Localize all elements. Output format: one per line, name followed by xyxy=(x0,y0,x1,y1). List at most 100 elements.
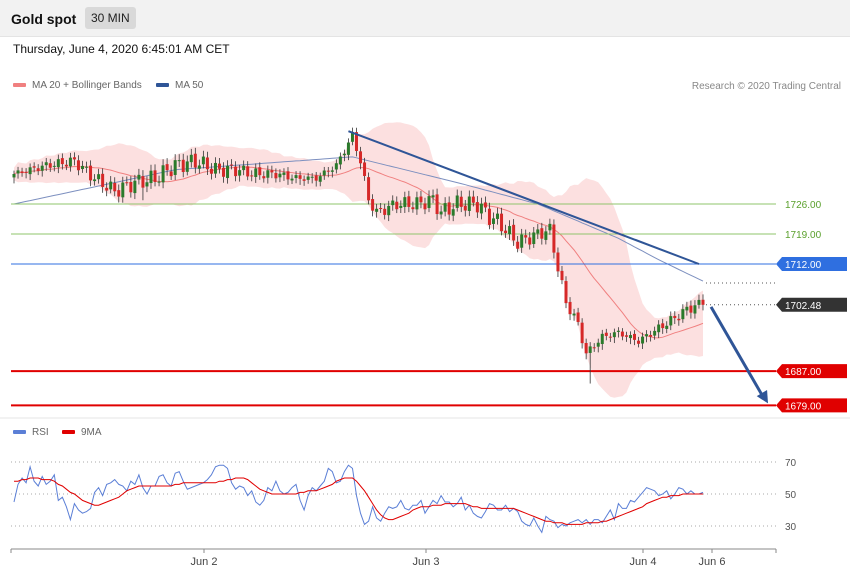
candle-body xyxy=(544,231,548,240)
candle-body xyxy=(310,176,314,178)
candle-body xyxy=(548,223,552,231)
candle-body xyxy=(125,182,129,184)
candle-body xyxy=(266,170,270,178)
candle-body xyxy=(314,175,318,181)
candle-body xyxy=(641,336,645,344)
candle-body xyxy=(294,175,298,179)
timestamp: Thursday, June 4, 2020 6:45:01 AM CET xyxy=(13,42,230,56)
x-tick-label: Jun 3 xyxy=(413,556,440,568)
candle-body xyxy=(101,173,105,187)
candle-body xyxy=(113,182,117,192)
bollinger-band-area xyxy=(14,122,703,398)
candle-body xyxy=(657,324,661,333)
candle-body xyxy=(504,230,508,234)
level-tag-1712.00 xyxy=(776,257,847,271)
candle-body xyxy=(129,181,133,193)
candle-body xyxy=(431,195,435,198)
candle-body xyxy=(685,306,689,311)
candle-body xyxy=(479,203,483,214)
candle-body xyxy=(149,170,153,184)
candle-body xyxy=(459,196,463,207)
candle-body xyxy=(109,181,113,190)
candle-body xyxy=(48,163,52,168)
candle-body xyxy=(40,165,44,171)
candle-body xyxy=(399,205,403,208)
candle-body xyxy=(649,334,653,337)
candle-body xyxy=(620,331,624,337)
candle-body xyxy=(371,199,375,211)
rsi-tick-label: 30 xyxy=(785,522,797,533)
candle-body xyxy=(298,175,302,179)
candle-body xyxy=(52,165,56,167)
candle-body xyxy=(189,154,193,163)
candle-body xyxy=(270,170,274,173)
candle-body xyxy=(496,213,500,219)
candle-body xyxy=(379,208,383,210)
candle-body xyxy=(612,332,616,338)
candle-body xyxy=(89,165,93,181)
timeframe-badge[interactable]: 30 MIN xyxy=(85,7,136,29)
candle-body xyxy=(508,226,512,235)
rsi-tick-label: 50 xyxy=(785,490,797,501)
x-tick-label: Jun 2 xyxy=(191,556,218,568)
candle-body xyxy=(423,203,427,210)
candle-body xyxy=(665,325,669,329)
x-tick-label: Jun 6 xyxy=(699,556,726,568)
candle-body xyxy=(254,168,258,177)
legend-9ma-label: 9MA xyxy=(81,427,102,438)
candle-body xyxy=(286,171,290,180)
candle-body xyxy=(354,132,358,151)
candle-body xyxy=(411,207,415,210)
candle-body xyxy=(80,165,84,170)
candle-body xyxy=(471,196,475,203)
candle-body xyxy=(278,173,282,178)
candle-body xyxy=(604,332,608,336)
candle-body xyxy=(387,205,391,216)
candle-body xyxy=(258,167,262,176)
legend-ma50-label: MA 50 xyxy=(175,80,204,91)
candle-body xyxy=(403,197,407,207)
candle-body xyxy=(681,309,685,320)
legend-ma20-label: MA 20 + Bollinger Bands xyxy=(32,80,142,91)
candle-body xyxy=(68,157,72,167)
candle-body xyxy=(24,171,28,173)
header-bar: Gold spot 30 MIN xyxy=(0,0,850,37)
candle-body xyxy=(701,299,705,305)
candle-body xyxy=(669,316,673,326)
candle-body xyxy=(282,172,286,175)
candle-body xyxy=(12,174,16,178)
candle-body xyxy=(500,213,504,232)
candle-body xyxy=(359,151,363,164)
candle-body xyxy=(552,224,556,253)
candle-body xyxy=(419,196,423,203)
candle-body xyxy=(427,196,431,209)
candle-body xyxy=(318,176,322,182)
candle-body xyxy=(222,167,226,177)
candle-body xyxy=(645,334,649,337)
candle-body xyxy=(677,318,681,321)
candle-body xyxy=(306,176,310,180)
candle-body xyxy=(250,175,254,177)
candle-body xyxy=(375,208,379,212)
candle-body xyxy=(580,322,584,344)
candle-body xyxy=(637,340,641,344)
candle-body xyxy=(600,333,604,345)
candle-body xyxy=(274,172,278,179)
candle-body xyxy=(238,170,242,176)
candle-body xyxy=(56,159,60,168)
legend-ma50: MA 50 xyxy=(156,80,203,91)
candle-body xyxy=(290,178,294,181)
level-tag-1687.00 xyxy=(776,364,847,379)
candle-body xyxy=(661,323,665,329)
level-tag-1679.00 xyxy=(776,398,847,413)
candle-body xyxy=(560,270,564,281)
candle-body xyxy=(137,174,141,180)
candle-body xyxy=(28,167,32,175)
candle-body xyxy=(330,170,334,172)
candle-body xyxy=(532,232,536,245)
level-label-1679.00: 1679.00 xyxy=(785,401,822,412)
candle-body xyxy=(596,342,600,347)
candle-body xyxy=(145,182,149,187)
candle-body xyxy=(322,170,326,176)
